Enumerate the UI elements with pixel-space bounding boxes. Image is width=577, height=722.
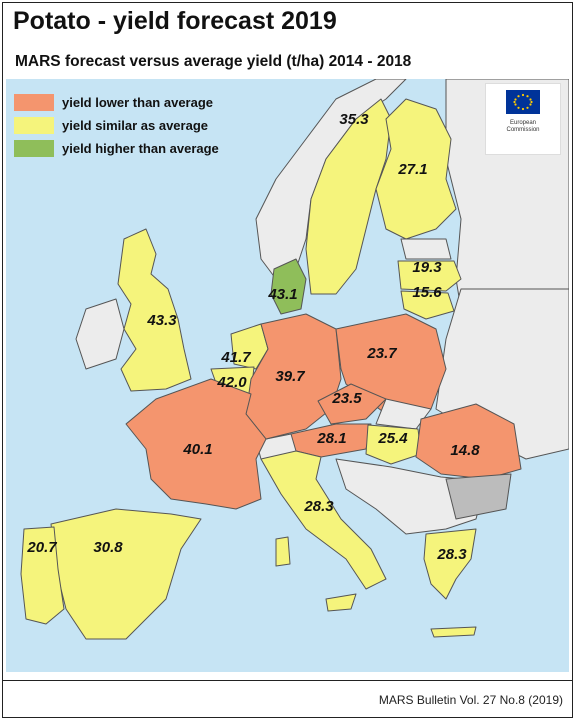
label-germany: 39.7 (275, 368, 305, 385)
country-czechia (317, 383, 387, 425)
country-crete (430, 626, 477, 638)
label-finland: 27.1 (397, 161, 427, 178)
legend-swatch-lower (14, 94, 54, 111)
label-latvia: 19.3 (412, 259, 442, 276)
legend-label-similar: yield similar as average (62, 118, 208, 133)
source-citation: MARS Bulletin Vol. 27 No.8 (2019) (378, 693, 563, 707)
label-portugal: 20.7 (26, 539, 57, 556)
label-greece: 28.3 (436, 546, 467, 563)
label-hungary: 25.4 (377, 430, 408, 447)
legend-label-lower: yield lower than average (62, 95, 214, 110)
country-greece (423, 528, 477, 600)
country-balkans (335, 458, 487, 535)
country-germany (245, 313, 342, 440)
label-netherlands: 41.7 (220, 349, 251, 366)
eu-logo-text-line2: Commission (506, 127, 540, 133)
country-portugal (20, 526, 65, 625)
label-sweden: 35.3 (339, 111, 369, 128)
country-sicily (325, 593, 357, 612)
legend-item-similar: yield similar as average (14, 114, 219, 137)
country-romania (415, 403, 522, 480)
map-canvas: 35.3 27.1 19.3 15.6 43.1 43.3 41.7 42.0 … (20, 79, 569, 640)
label-france: 40.1 (182, 441, 212, 458)
country-spain (50, 508, 202, 640)
country-latvia (397, 260, 462, 292)
country-uk (117, 228, 192, 392)
eu-logo-text: European Commission (486, 120, 560, 134)
label-spain: 30.8 (93, 539, 123, 556)
page-title: Potato - yield forecast 2019 (13, 7, 337, 35)
label-denmark: 43.1 (267, 286, 297, 303)
country-denmark (270, 258, 307, 315)
map-legend: yield lower than average yield similar a… (14, 91, 219, 160)
eu-flag-icon (506, 90, 540, 114)
label-czechia: 23.5 (331, 390, 362, 407)
label-uk: 43.3 (146, 312, 177, 329)
country-lithuania (400, 290, 455, 320)
label-romania: 14.8 (450, 442, 480, 459)
country-estonia (400, 238, 452, 260)
country-hungary (365, 424, 422, 465)
page-subtitle: MARS forecast versus average yield (t/ha… (15, 53, 412, 70)
label-austria: 28.1 (316, 430, 346, 447)
label-poland: 23.7 (366, 345, 397, 362)
legend-swatch-higher (14, 140, 54, 157)
legend-label-higher: yield higher than average (62, 141, 219, 156)
country-bulgaria (445, 473, 512, 520)
eu-commission-logo: European Commission (485, 83, 561, 155)
label-lithuania: 15.6 (412, 284, 442, 301)
europe-map: 35.3 27.1 19.3 15.6 43.1 43.3 41.7 42.0 … (6, 79, 569, 672)
footer: MARS Bulletin Vol. 27 No.8 (2019) (2, 680, 573, 719)
eu-logo-text-line1: European (509, 120, 537, 126)
legend-item-lower: yield lower than average (14, 91, 219, 114)
label-belgium: 42.0 (216, 374, 247, 391)
legend-item-higher: yield higher than average (14, 137, 219, 160)
country-finland (375, 98, 457, 240)
country-sardinia (275, 536, 291, 567)
country-italy (260, 450, 387, 590)
country-ireland (75, 298, 125, 370)
country-france (125, 378, 267, 510)
label-italy: 28.3 (303, 498, 334, 515)
legend-swatch-similar (14, 117, 54, 134)
